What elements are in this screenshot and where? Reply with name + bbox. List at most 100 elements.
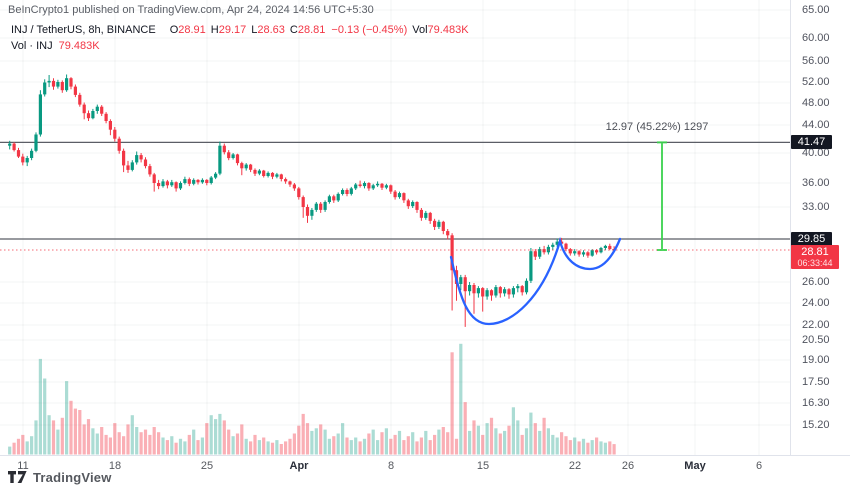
candle-body (95, 106, 99, 111)
candle-body (568, 249, 572, 254)
candle-body (275, 174, 279, 177)
candle-body (354, 184, 358, 189)
volume-bar (73, 408, 77, 455)
candle-body (564, 243, 568, 249)
time-tick-label: 26 (621, 460, 635, 472)
candle-body (288, 181, 292, 185)
candle-body (117, 138, 121, 151)
volume-bar (551, 434, 555, 455)
candle-body (402, 193, 406, 201)
candle-body (165, 181, 169, 186)
volume-bar (564, 436, 568, 455)
candle-body (113, 129, 117, 139)
volume-bar (16, 438, 21, 455)
candle-body (30, 150, 34, 158)
volume-bar (152, 427, 156, 455)
volume-bar (327, 438, 331, 455)
candle-body (415, 202, 419, 210)
volume-bar (393, 434, 397, 455)
candle-body (249, 164, 253, 170)
volume-bar (516, 420, 520, 455)
price-range-tool[interactable] (657, 141, 667, 251)
open-value: 28.91 (178, 24, 206, 36)
candle-body (542, 249, 546, 253)
candle-body (65, 78, 69, 91)
candle-body (82, 104, 86, 114)
price-tick-label: 44.00 (802, 119, 830, 131)
volume-bar (560, 432, 564, 455)
candle-body (135, 155, 139, 163)
candle-body (157, 183, 161, 187)
candle-body (437, 221, 441, 227)
volume-series-title: Vol · INJ (11, 40, 53, 52)
volume-legend-row: Vol · INJ 79.483K (11, 38, 469, 54)
volume-value: 79.483K (427, 24, 469, 36)
time-tick-label: 8 (387, 460, 395, 472)
time-tick-label: 6 (755, 460, 763, 472)
candle-body (73, 86, 77, 95)
volume-bar (174, 442, 178, 455)
volume-bar (108, 437, 112, 455)
price-tick-label: 17.50 (802, 376, 830, 388)
volume-bar (446, 432, 450, 455)
candle-body (555, 241, 559, 245)
volume-bar (341, 423, 345, 455)
volume-bar (538, 430, 542, 455)
volume-bar (12, 442, 16, 455)
cup-and-handle-curve[interactable] (449, 236, 622, 326)
candle-body (406, 200, 410, 207)
volume-bar (240, 424, 244, 455)
volume-bar (568, 440, 572, 455)
volume-bar (227, 429, 231, 455)
low-value: 28.63 (257, 24, 285, 36)
price-axis[interactable]: 65.00 60.00 56.00 52.00 48.00 44.00 40.00 36.00… (790, 0, 850, 455)
volume-bar (244, 438, 248, 455)
candle-body (60, 82, 64, 91)
candle-body (78, 94, 82, 105)
volume-bar (192, 429, 196, 455)
volume-bar (205, 423, 209, 455)
candle-body (305, 207, 310, 216)
candle-body (358, 184, 362, 186)
volume-bar (590, 440, 594, 455)
candle-body (192, 179, 196, 184)
volume-bar (8, 446, 12, 455)
tradingview-attribution[interactable]: TradingView (8, 470, 112, 485)
volume-bar (100, 427, 104, 455)
time-tick-label: Apr (289, 460, 309, 472)
candle-body (419, 209, 423, 218)
volume-bar (170, 436, 174, 455)
volume-bar (30, 436, 34, 455)
candle-body (367, 183, 371, 189)
chart-canvas[interactable] (0, 0, 791, 455)
candle-body (34, 134, 38, 151)
bar-countdown: 06:33:44 (797, 258, 833, 268)
candle-body (222, 145, 226, 153)
volume-bar (511, 407, 515, 455)
volume-layer (8, 343, 616, 455)
candle-body (130, 162, 134, 170)
price-tick-label: 52.00 (802, 76, 830, 88)
candle-body (143, 159, 148, 167)
low-label: L (251, 24, 258, 36)
volume-bar (380, 432, 384, 455)
candle-body (581, 252, 586, 255)
volume-bar (454, 438, 459, 455)
candle-body (266, 172, 270, 176)
volume-bar (406, 436, 410, 455)
candle-body (319, 203, 323, 210)
candle-body (91, 111, 95, 119)
volume-bar (411, 432, 415, 455)
time-tick-label: 11 (17, 460, 29, 472)
candle-body (100, 106, 104, 114)
volume-bar (463, 402, 467, 455)
candle-body (468, 285, 472, 292)
time-axis[interactable]: 11 18 25 Apr 8 15 22 26 May 6 (0, 455, 850, 479)
candle-body (126, 165, 130, 170)
candle-body (380, 183, 384, 188)
candle-body (450, 235, 454, 271)
volume-bar (161, 437, 165, 455)
candle-body (301, 197, 305, 207)
volume-bar (494, 428, 498, 455)
